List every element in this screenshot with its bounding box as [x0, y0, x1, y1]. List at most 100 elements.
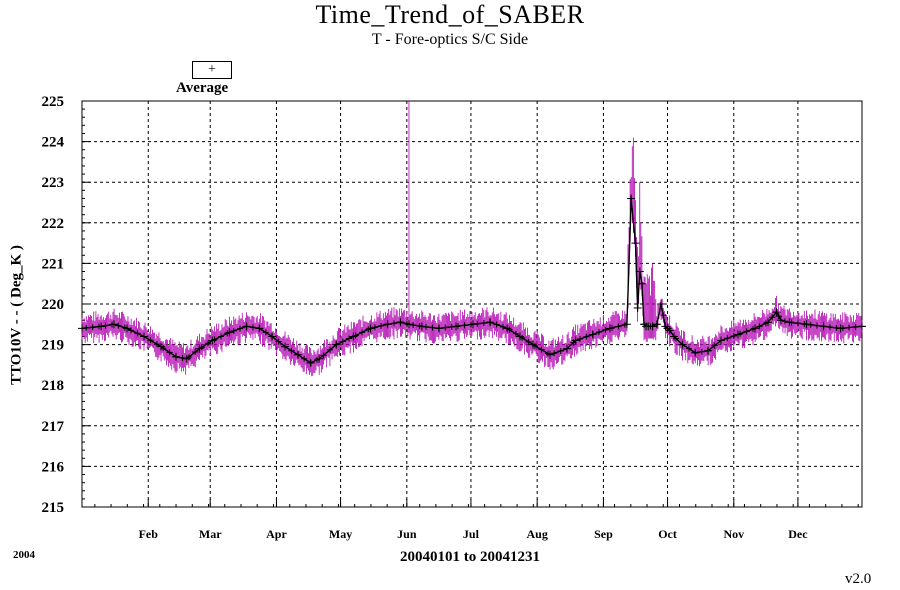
- average-marker: [743, 328, 750, 335]
- average-marker: [486, 318, 495, 327]
- average-marker: [358, 329, 365, 336]
- average-marker: [583, 333, 590, 340]
- x-tick-label: Feb: [139, 527, 159, 541]
- average-marker: [157, 342, 166, 351]
- average-marker: [663, 324, 672, 333]
- average-marker: [115, 322, 122, 329]
- average-marker: [730, 332, 737, 339]
- y-tick-label: 224: [42, 135, 65, 151]
- x-tick-label: May: [329, 527, 352, 541]
- average-marker: [332, 340, 341, 349]
- average-marker: [122, 324, 131, 333]
- average-marker: [571, 336, 580, 345]
- average-marker: [128, 327, 135, 334]
- y-tick-label: 221: [42, 256, 65, 272]
- average-marker: [678, 340, 687, 349]
- average-marker: [635, 267, 644, 276]
- average-marker: [782, 318, 789, 325]
- average-marker: [383, 320, 392, 329]
- average-marker: [346, 335, 353, 342]
- average-marker: [525, 338, 532, 345]
- average-marker: [763, 318, 772, 327]
- average-marker: [217, 333, 224, 340]
- average-marker: [179, 354, 186, 361]
- average-marker: [657, 300, 666, 308]
- average-marker: [410, 321, 417, 328]
- average-marker: [378, 322, 385, 329]
- average-marker: [417, 322, 426, 331]
- average-marker: [756, 323, 763, 330]
- average-marker: [734, 330, 743, 339]
- legend-symbol: +: [192, 61, 232, 79]
- average-marker: [563, 344, 572, 353]
- average-marker: [631, 239, 640, 248]
- average-marker: [423, 323, 430, 330]
- average-marker: [208, 336, 217, 345]
- x-tick-label: Nov: [723, 527, 744, 541]
- average-marker: [785, 318, 794, 327]
- average-marker: [89, 324, 96, 331]
- average-marker: [301, 355, 308, 362]
- average-marker: [652, 320, 661, 329]
- average-marker: [503, 324, 512, 333]
- average-marker: [716, 336, 725, 345]
- average-marker: [499, 323, 506, 330]
- average-marker: [480, 320, 487, 327]
- average-marker: [769, 314, 776, 321]
- average-marker: [281, 342, 290, 351]
- average-marker: [451, 322, 460, 331]
- average-marker: [528, 340, 537, 349]
- average-marker: [637, 279, 646, 288]
- average-marker: [268, 332, 277, 341]
- average-marker: [576, 336, 583, 343]
- x-tick-label: Sep: [594, 527, 613, 541]
- average-marker: [371, 324, 378, 331]
- average-marker: [551, 350, 558, 357]
- average-marker: [826, 324, 833, 331]
- average-marker: [776, 316, 785, 325]
- average-marker: [605, 324, 614, 333]
- average-marker: [134, 330, 141, 337]
- y-tick-label: 222: [42, 216, 65, 232]
- average-marker: [516, 332, 525, 341]
- average-marker: [349, 332, 358, 341]
- average-marker: [172, 352, 181, 361]
- x-tick-label: Mar: [199, 527, 222, 541]
- y-tick-label: 217: [42, 419, 65, 435]
- average-marker: [469, 320, 478, 329]
- average-marker: [546, 350, 554, 359]
- average-marker: [698, 348, 705, 355]
- average-marker: [807, 321, 814, 328]
- average-marker: [288, 347, 295, 354]
- average-marker: [255, 324, 264, 333]
- average-marker: [669, 332, 678, 341]
- average-marker: [622, 320, 631, 329]
- average-marker: [147, 337, 154, 344]
- average-marker: [772, 308, 781, 317]
- average-marker: [242, 322, 251, 331]
- average-marker: [814, 322, 821, 329]
- average-marker: [557, 347, 564, 354]
- average-marker: [596, 329, 603, 336]
- y-tick-label: 216: [42, 459, 65, 475]
- average-marker: [97, 322, 106, 331]
- average-marker: [819, 322, 828, 331]
- legend-label: Average: [176, 80, 229, 96]
- y-tick-label: 219: [42, 338, 65, 354]
- average-marker: [429, 324, 436, 331]
- average-marker: [711, 342, 718, 349]
- average-marker: [852, 323, 859, 330]
- average-marker: [102, 322, 109, 329]
- average-marker: [602, 326, 609, 333]
- average-marker: [166, 349, 173, 356]
- y-tick-label: 223: [42, 175, 65, 191]
- y-tick-label: 218: [42, 378, 65, 394]
- x-tick-label: Aug: [527, 527, 548, 541]
- average-marker: [225, 328, 234, 337]
- average-marker: [442, 324, 449, 331]
- x-axis-label: 20040101 to 20041231: [400, 549, 540, 565]
- average-marker: [836, 324, 845, 333]
- average-marker: [724, 335, 731, 342]
- average-marker: [474, 320, 481, 327]
